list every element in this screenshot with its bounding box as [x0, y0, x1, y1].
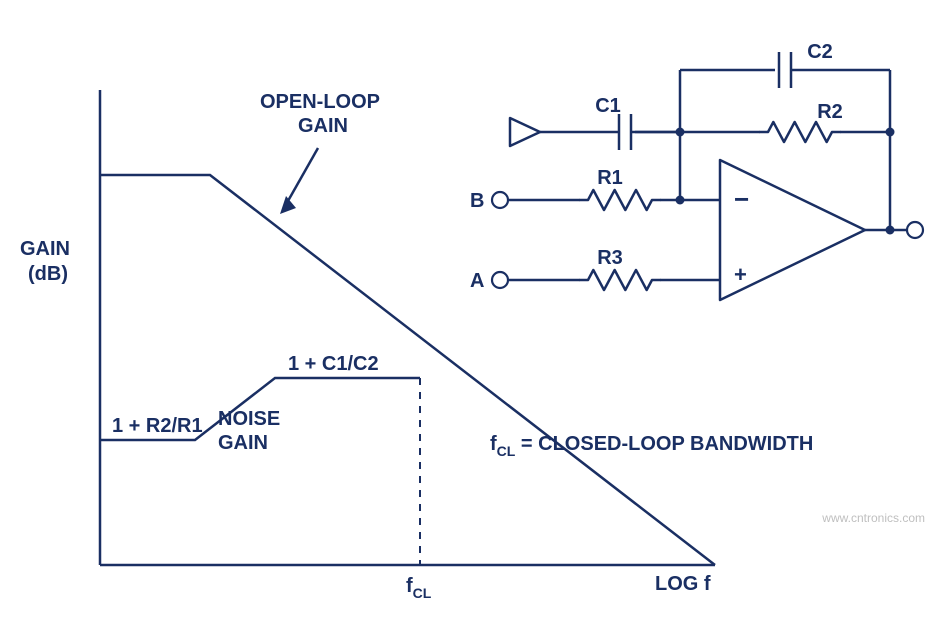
open-loop-label-line2: GAIN	[298, 115, 348, 137]
terminal-out	[907, 222, 923, 238]
terminal-a-label: A	[470, 270, 484, 292]
noise-gain-label-line1: NOISE	[218, 408, 280, 430]
open-loop-curve	[100, 175, 715, 565]
fcl-tick-label: fCL	[406, 575, 432, 601]
r2-label: R2	[817, 101, 843, 123]
terminal-b	[492, 192, 508, 208]
resistor-r1	[580, 190, 660, 210]
ground-symbol	[510, 118, 540, 146]
resistor-r2	[760, 122, 840, 142]
resistor-r3	[580, 270, 660, 290]
noise-gain-high-value: 1 + C1/C2	[288, 353, 379, 375]
opamp-plus: +	[734, 262, 747, 287]
opamp-minus: −	[734, 184, 749, 214]
terminal-a	[492, 272, 508, 288]
x-axis-label: LOG f	[655, 573, 711, 595]
y-axis-label-line1: GAIN	[20, 238, 70, 260]
c1-label: C1	[595, 95, 621, 117]
open-loop-label-line1: OPEN-LOOP	[260, 91, 380, 113]
r1-label: R1	[597, 167, 623, 189]
r3-label: R3	[597, 247, 623, 269]
watermark: www.cntronics.com	[821, 511, 925, 525]
opamp-circuit: B A R1 R3 C1 R2 C2 − +	[470, 41, 923, 300]
y-axis-label-line2: (dB)	[28, 263, 68, 285]
fcl-definition: fCL = CLOSED-LOOP BANDWIDTH	[490, 433, 813, 459]
terminal-b-label: B	[470, 190, 484, 212]
bode-plot: GAIN(dB)LOG fOPEN-LOOPGAINNOISEGAIN1 + R…	[20, 90, 813, 601]
noise-gain-label-line2: GAIN	[218, 432, 268, 454]
c2-label: C2	[807, 41, 833, 63]
noise-gain-low-value: 1 + R2/R1	[112, 415, 203, 437]
